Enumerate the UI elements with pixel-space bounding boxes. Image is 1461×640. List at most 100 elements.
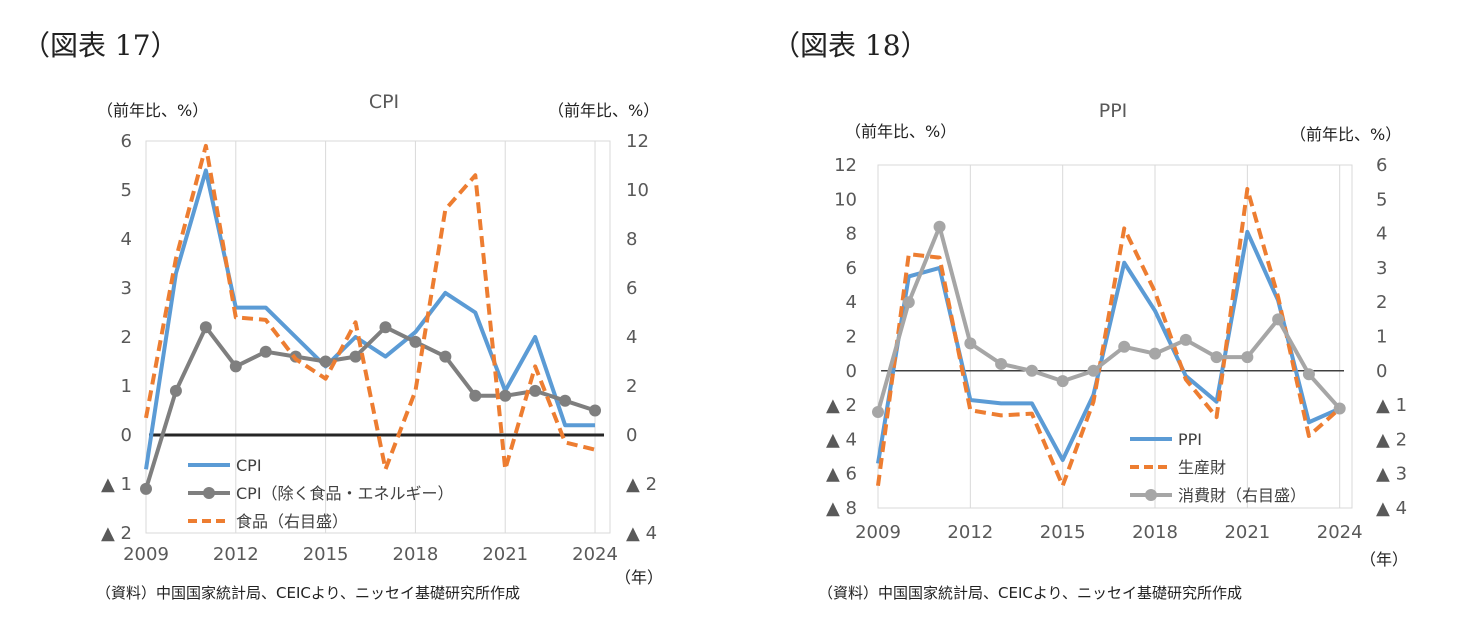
ppi-series-2-point — [1149, 347, 1162, 360]
ppi-legend-label-1: 生産財 — [1178, 458, 1226, 477]
cpi-series-1-point — [499, 389, 512, 402]
cpi-series-1-point — [589, 404, 602, 417]
cpi-right-tick-label: ▲ 2 — [626, 474, 657, 495]
ppi-right-axis-unit: （前年比、%） — [1290, 125, 1401, 144]
ppi-left-tick-label: ▲ 6 — [826, 464, 857, 485]
cpi-left-tick-label: 4 — [121, 229, 132, 250]
cpi-right-tick-label: 8 — [626, 229, 637, 250]
cpi-series-1-point — [229, 360, 242, 373]
cpi-left-tick-label: 1 — [121, 376, 132, 397]
ppi-legend-label-0: PPI — [1178, 430, 1202, 449]
cpi-right-tick-label: 4 — [626, 327, 637, 348]
ppi-x-tick-label: 2021 — [1224, 522, 1270, 543]
cpi-series-1-point — [529, 384, 542, 397]
ppi-left-tick-label: 4 — [846, 292, 857, 313]
ppi-right-tick-label: ▲ 1 — [1376, 395, 1407, 416]
figure-18: （図表 18） PPI （前年比、%） （前年比、%） （年） （資料）中国国家… — [772, 29, 1408, 602]
ppi-right-tick-label: ▲ 3 — [1376, 464, 1407, 485]
cpi-left-tick-label: 6 — [121, 131, 132, 152]
ppi-left-tick-label: ▲ 8 — [826, 498, 857, 519]
cpi-x-tick-label: 2009 — [123, 544, 169, 565]
ppi-series-2-point — [1241, 351, 1254, 364]
ppi-right-tick-label: 6 — [1376, 155, 1387, 176]
ppi-left-tick-label: 8 — [846, 224, 857, 245]
cpi-left-tick-label: ▲ 1 — [101, 474, 132, 495]
cpi-legend-marker-1 — [203, 487, 215, 499]
ppi-series-2-point — [1333, 402, 1346, 415]
ppi-series-line-2 — [876, 224, 1342, 413]
ppi-series-2-point — [1087, 364, 1100, 377]
cpi-legend-label-0: CPI — [236, 456, 262, 475]
ppi-series-2-point — [1056, 375, 1069, 388]
cpi-series-line-0 — [144, 168, 596, 470]
ppi-series-line-1 — [876, 187, 1342, 488]
ppi-right-tick-label: ▲ 2 — [1376, 429, 1407, 450]
cpi-left-tick-label: 2 — [121, 327, 132, 348]
ppi-series-2-point — [1210, 351, 1223, 364]
cpi-x-tick-label: 2024 — [572, 544, 618, 565]
figure-18-label: （図表 18） — [772, 29, 929, 62]
cpi-series-1-point — [140, 482, 152, 495]
cpi-legend-label-2: 食品（右目盛） — [236, 512, 348, 531]
cpi-series-line-1 — [144, 325, 596, 490]
ppi-series-2-point — [902, 296, 915, 309]
cpi-right-tick-label: 2 — [626, 376, 637, 397]
ppi-x-tick-label: 2024 — [1317, 522, 1363, 543]
ppi-plot-frame — [877, 164, 1353, 509]
cpi-x-axis-unit: （年） — [615, 568, 663, 587]
ppi-right-tick-label: 3 — [1376, 258, 1387, 279]
ppi-x-tick-label: 2012 — [947, 522, 993, 543]
cpi-series-1-point — [469, 389, 482, 402]
cpi-series-1-point — [559, 394, 572, 407]
ppi-series-2-point — [1302, 368, 1315, 381]
cpi-series-1-point — [319, 355, 332, 368]
cpi-right-tick-label: 12 — [626, 131, 649, 152]
ppi-series-2-point — [964, 337, 977, 350]
ppi-series-2-point — [933, 220, 946, 233]
cpi-series-1-point — [349, 350, 362, 363]
ppi-right-tick-label: 2 — [1376, 292, 1387, 313]
ppi-chart-title: PPI — [1099, 100, 1128, 122]
cpi-x-tick-label: 2015 — [303, 544, 349, 565]
figure-17-label: （図表 17） — [22, 29, 179, 62]
ppi-right-tick-label: ▲ 4 — [1376, 498, 1407, 519]
ppi-series-2-point — [1272, 313, 1285, 326]
ppi-right-tick-label: 0 — [1376, 361, 1387, 382]
cpi-series-1-point — [259, 345, 272, 358]
ppi-series-2-point — [872, 405, 884, 418]
ppi-right-tick-label: 5 — [1376, 189, 1387, 210]
cpi-series-1-point — [199, 321, 212, 334]
ppi-left-tick-label: 0 — [846, 361, 857, 382]
cpi-series-1-point — [169, 384, 182, 397]
figure-17-source-note: （資料）中国国家統計局、CEICより、ニッセイ基礎研究所作成 — [96, 584, 520, 602]
ppi-left-tick-label: 2 — [846, 327, 857, 348]
ppi-series-2-point — [995, 357, 1008, 370]
ppi-x-tick-label: 2018 — [1132, 522, 1178, 543]
ppi-left-axis-unit: （前年比、%） — [845, 122, 956, 141]
ppi-x-tick-label: 2009 — [855, 522, 901, 543]
cpi-series-1-point — [409, 335, 422, 348]
cpi-series-line-2 — [144, 143, 596, 472]
cpi-x-tick-label: 2012 — [213, 544, 259, 565]
ppi-left-tick-label: 12 — [834, 155, 857, 176]
ppi-series-2-point — [1025, 364, 1038, 377]
ppi-legend-label-2: 消費財（右目盛） — [1178, 486, 1306, 505]
ppi-right-tick-label: 1 — [1376, 327, 1387, 348]
cpi-left-axis-unit: （前年比、%） — [97, 101, 208, 120]
ppi-x-tick-label: 2015 — [1040, 522, 1086, 543]
cpi-left-tick-label: 0 — [121, 425, 132, 446]
ppi-series-2-point — [1179, 333, 1192, 346]
ppi-left-tick-label: 10 — [834, 189, 857, 210]
cpi-chart-title: CPI — [369, 91, 399, 113]
ppi-legend-marker-2 — [1145, 489, 1157, 501]
cpi-left-tick-label: ▲ 2 — [101, 523, 132, 544]
ppi-left-tick-label: 6 — [846, 258, 857, 279]
figure-18-source-note: （資料）中国国家統計局、CEICより、ニッセイ基礎研究所作成 — [818, 584, 1242, 602]
ppi-x-axis-unit: （年） — [1360, 550, 1408, 569]
ppi-right-tick-label: 4 — [1376, 224, 1387, 245]
cpi-x-tick-label: 2021 — [482, 544, 528, 565]
cpi-x-tick-label: 2018 — [393, 544, 439, 565]
cpi-right-tick-label: ▲ 4 — [626, 523, 657, 544]
